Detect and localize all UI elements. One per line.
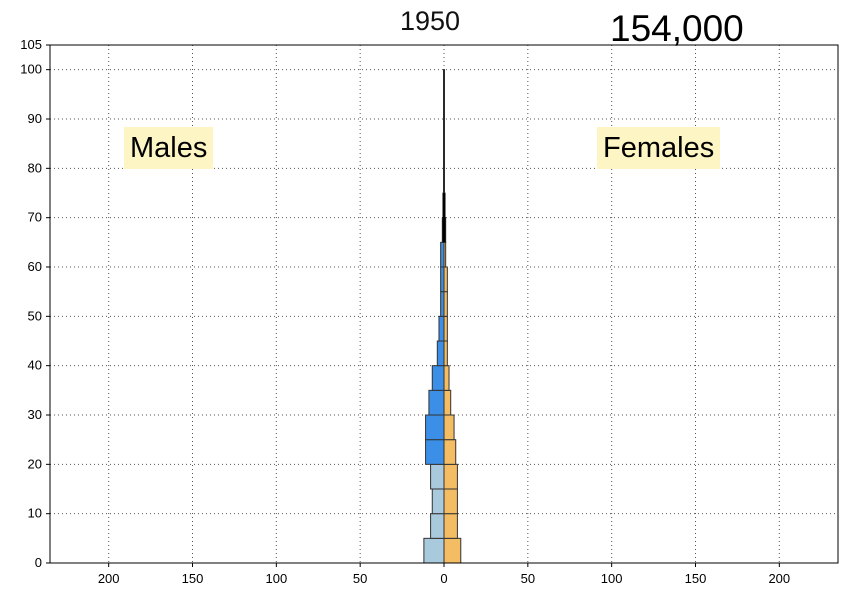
bar-females-age-30 <box>444 390 451 415</box>
y-tick-label: 105 <box>20 37 42 52</box>
x-tick-labels: 200 150 100 50 0 50 100 150 200 <box>98 571 790 586</box>
year-label: 1950 <box>400 6 460 37</box>
population-total: 154,000 <box>610 8 744 50</box>
bar-females-age-60 <box>444 242 446 267</box>
x-tick-label: 50 <box>353 571 367 586</box>
bar-females-age-25 <box>444 415 454 440</box>
bar-males-age-40 <box>437 341 444 366</box>
bar-females-age-50 <box>444 292 447 317</box>
y-tick-label: 20 <box>28 456 42 471</box>
bar-males-age-60 <box>441 242 444 267</box>
bar-males-age-50 <box>441 292 444 317</box>
bar-females-age-45 <box>444 316 447 341</box>
x-tick-label: 200 <box>768 571 790 586</box>
bar-females-age-20 <box>444 440 456 465</box>
y-tick-label: 60 <box>28 259 42 274</box>
x-tick-label: 50 <box>521 571 535 586</box>
x-tick-label: 100 <box>601 571 623 586</box>
bar-males-age-5 <box>431 514 444 539</box>
bar-females-age-5 <box>444 514 457 539</box>
y-tick-label: 90 <box>28 111 42 126</box>
x-tick-label: 150 <box>685 571 707 586</box>
legend-males: Males <box>124 127 213 169</box>
y-tick-labels: 0 10 20 30 40 50 60 70 80 90 100 105 <box>20 37 42 570</box>
y-tick-label: 100 <box>20 62 42 77</box>
bar-males-age-35 <box>432 366 444 391</box>
y-tick-label: 0 <box>35 555 42 570</box>
bar-males-age-20 <box>426 440 444 465</box>
legend-females: Females <box>597 127 720 169</box>
bar-females-age-55 <box>444 267 447 292</box>
y-tick-label: 80 <box>28 160 42 175</box>
bar-males-age-45 <box>439 316 444 341</box>
bar-males-age-10 <box>432 489 444 514</box>
x-tick-label: 0 <box>440 571 447 586</box>
x-tick-label: 200 <box>98 571 120 586</box>
y-tick-label: 70 <box>28 210 42 225</box>
y-tick-label: 40 <box>28 358 42 373</box>
y-tick-label: 50 <box>28 308 42 323</box>
bar-females-age-15 <box>444 464 457 489</box>
bar-males-age-55 <box>441 267 444 292</box>
bars <box>424 70 461 563</box>
bar-females-age-40 <box>444 341 447 366</box>
bar-females-age-10 <box>444 489 457 514</box>
x-tick-label: 100 <box>265 571 287 586</box>
y-tick-label: 10 <box>28 506 42 521</box>
bar-females-age-0 <box>444 538 461 563</box>
bar-males-age-0 <box>424 538 444 563</box>
bar-males-age-25 <box>426 415 444 440</box>
bar-females-age-35 <box>444 366 449 391</box>
bar-males-age-30 <box>429 390 444 415</box>
y-tick-label: 30 <box>28 407 42 422</box>
bar-males-age-15 <box>431 464 444 489</box>
x-tick-label: 150 <box>182 571 204 586</box>
